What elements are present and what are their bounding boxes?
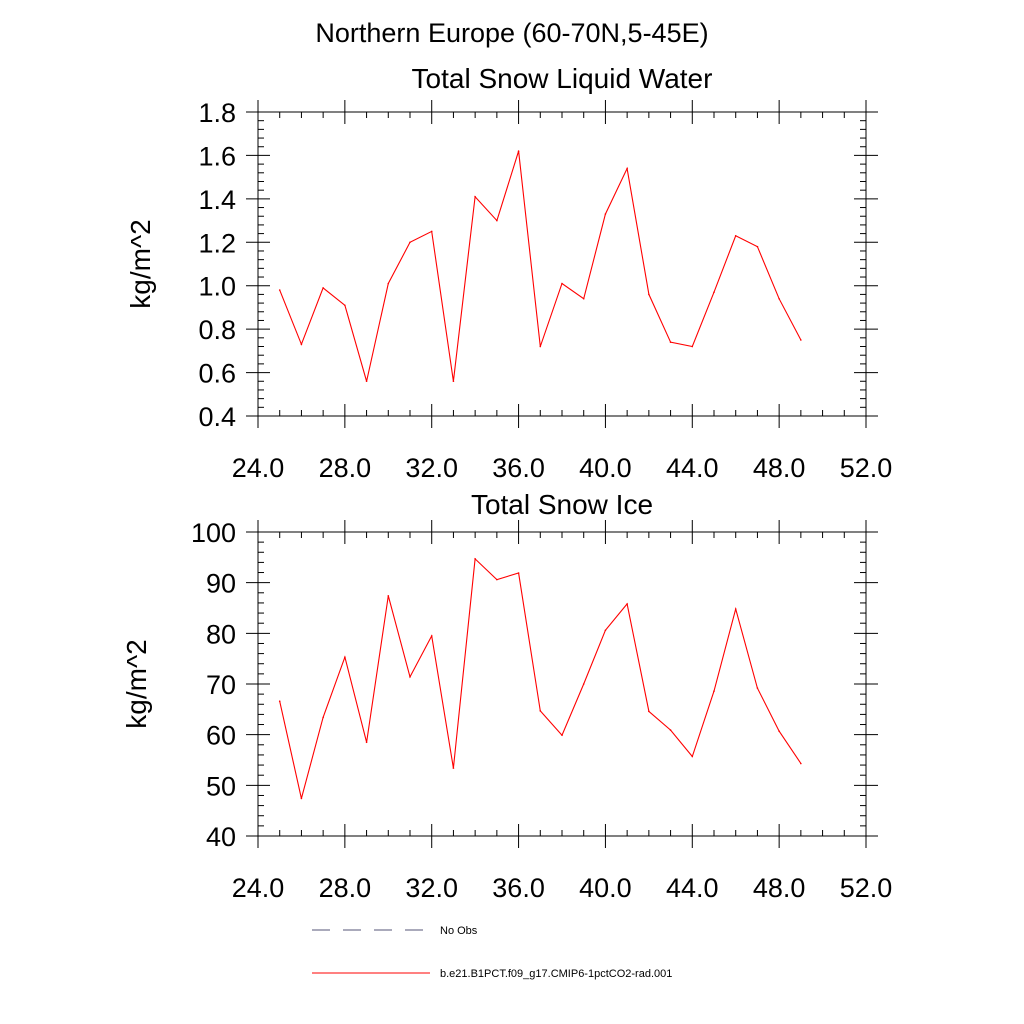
data-point [604,629,607,632]
y-tick-label: 80 [206,619,236,649]
legend-label: b.e21.B1PCT.f09_g17.CMIP6-1pctCO2-rad.00… [440,968,672,980]
data-point [734,234,737,237]
data-point [365,741,368,744]
data-point [756,687,759,689]
plot-frame [257,531,867,837]
data-point [734,608,737,610]
y-tick-label: 90 [206,569,236,599]
data-point [278,289,281,291]
data-point [387,595,390,597]
data-point [322,716,324,719]
data-point [604,213,607,215]
data-point [452,380,455,383]
data-point [561,734,563,736]
x-tick-label: 52.0 [840,453,893,483]
data-point [496,219,498,222]
data-point [430,635,433,637]
data-point [430,230,433,233]
data-point [648,710,650,713]
data-point [300,797,303,800]
data-point [626,167,628,170]
y-tick-label: 1.2 [198,228,236,258]
chart-snow-liquid-water: Total Snow Liquid Water 24.0 28.0 32.0 36.0 4… [125,63,892,483]
data-point [669,729,672,731]
data-point [539,345,542,348]
y-tick-label: 1.4 [198,185,236,215]
y-tick-label: 0.6 [198,359,236,389]
data-point [582,297,585,300]
y-tick-label: 0.8 [198,315,236,345]
data-point [300,343,303,346]
y-tick-label: 50 [206,771,236,801]
y-tick-label: 60 [206,721,236,751]
figure-suptitle: Northern Europe (60-70N,5-45E) [315,18,708,48]
x-tick-label: 36.0 [492,873,545,903]
x-tick-label: 28.0 [319,453,372,483]
data-point [474,195,476,198]
x-tick-label: 28.0 [319,873,372,903]
data-point [344,656,346,658]
data-point [517,150,520,152]
chart-title: Total Snow Ice [471,489,653,520]
y-tick-label: 1.8 [198,98,236,128]
data-point [517,572,520,574]
data-point [344,304,346,307]
data-point [691,345,694,348]
data-point [800,339,802,341]
data-point [778,730,780,732]
data-point [669,341,672,343]
plot-frame [257,111,867,417]
data-point [496,578,498,581]
x-tick-label: 48.0 [753,453,806,483]
y-tick-label: 100 [191,518,236,548]
data-point [387,282,390,285]
data-point [474,558,476,560]
data-point [582,683,585,685]
data-point [409,676,411,678]
legend: No Obs b.e21.B1PCT.f09_g17.CMIP6-1pctCO2-… [312,925,672,980]
x-tick-label: 40.0 [579,453,632,483]
data-point [691,755,694,758]
y-tick-label: 0.4 [198,402,236,432]
y-axis-label: kg/m^2 [125,219,156,308]
y-tick-label: 1.6 [198,141,236,171]
data-point [756,245,759,248]
y-tick-label: 70 [206,670,236,700]
x-tick-label: 36.0 [492,453,545,483]
legend-label: No Obs [440,925,478,937]
x-tick-label: 44.0 [666,873,719,903]
data-point [365,380,368,383]
x-tick-label: 32.0 [405,873,458,903]
x-tick-label: 40.0 [579,873,632,903]
data-point [626,603,628,605]
x-tick-label: 32.0 [405,453,458,483]
x-tick-label: 44.0 [666,453,719,483]
y-tick-label: 1.0 [198,272,236,302]
data-point [648,293,650,296]
data-point [778,297,780,300]
series-line [279,557,802,799]
data-point [539,710,542,712]
y-tick-label: 40 [206,822,236,852]
chart-snow-ice: Total Snow Ice 24.0 28.0 32.0 36.0 40.0 44.0 48… [121,489,892,903]
x-tick-label: 24.0 [232,453,285,483]
data-point [713,690,715,692]
data-point [800,762,802,765]
x-tick-label: 52.0 [840,873,893,903]
data-point [409,241,411,244]
x-tick-label: 48.0 [753,873,806,903]
data-point [561,282,563,285]
data-point [713,291,715,294]
data-point [452,767,455,769]
y-axis-label: kg/m^2 [121,639,152,728]
x-tick-label: 24.0 [232,873,285,903]
data-point [322,287,324,289]
data-point [278,700,281,703]
chart-title: Total Snow Liquid Water [412,63,713,94]
